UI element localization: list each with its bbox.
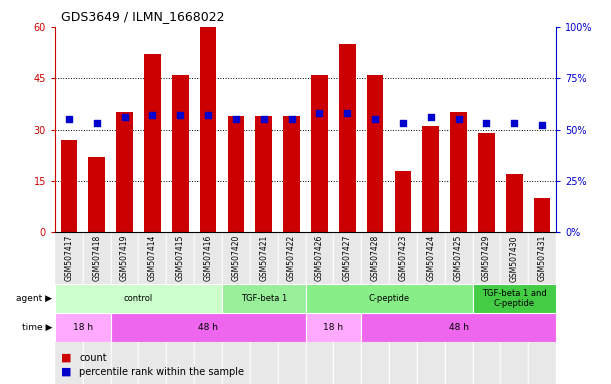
Point	[510, 120, 519, 126]
Text: 48 h: 48 h	[448, 323, 469, 332]
Point	[175, 112, 185, 118]
Bar	[227, 116, 244, 232]
Bar	[222, 284, 306, 313]
Bar	[361, 313, 556, 342]
Text: C-peptide: C-peptide	[368, 294, 409, 303]
Text: GDS3649 / ILMN_1668022: GDS3649 / ILMN_1668022	[61, 10, 225, 23]
Point	[259, 116, 269, 122]
Bar	[166, 232, 194, 384]
Bar	[172, 75, 189, 232]
Point	[342, 110, 352, 116]
Bar	[445, 232, 472, 384]
Bar	[472, 284, 556, 313]
Text: 48 h: 48 h	[198, 323, 218, 332]
Bar	[83, 232, 111, 384]
Bar	[194, 232, 222, 384]
Text: time ▶: time ▶	[21, 323, 52, 332]
Bar	[55, 284, 222, 313]
Point	[481, 120, 491, 126]
Point	[426, 114, 436, 120]
Point	[315, 110, 324, 116]
Bar	[472, 232, 500, 384]
Point	[203, 112, 213, 118]
Bar	[306, 284, 472, 313]
Bar	[506, 174, 522, 232]
Bar	[144, 54, 161, 232]
Point	[64, 116, 74, 122]
Text: percentile rank within the sample: percentile rank within the sample	[79, 366, 244, 377]
Bar	[534, 198, 551, 232]
Text: ■: ■	[61, 353, 71, 363]
Text: TGF-beta 1 and
C-peptide: TGF-beta 1 and C-peptide	[482, 289, 547, 308]
Point	[398, 120, 408, 126]
Bar	[361, 232, 389, 384]
Bar	[367, 75, 384, 232]
Bar	[55, 313, 111, 342]
Bar	[395, 170, 411, 232]
Bar	[111, 232, 139, 384]
Bar	[116, 113, 133, 232]
Bar	[422, 126, 439, 232]
Bar	[306, 313, 361, 342]
Text: 18 h: 18 h	[323, 323, 343, 332]
Bar	[60, 140, 77, 232]
Point	[231, 116, 241, 122]
Point	[454, 116, 464, 122]
Bar	[277, 232, 306, 384]
Text: 18 h: 18 h	[73, 323, 93, 332]
Text: agent ▶: agent ▶	[16, 294, 52, 303]
Text: control: control	[124, 294, 153, 303]
Text: ■: ■	[61, 366, 71, 377]
Bar	[139, 232, 166, 384]
Point	[92, 120, 101, 126]
Bar	[111, 313, 306, 342]
Bar	[339, 44, 356, 232]
Bar	[311, 75, 327, 232]
Bar	[334, 232, 361, 384]
Point	[147, 112, 157, 118]
Point	[287, 116, 296, 122]
Bar	[89, 157, 105, 232]
Bar	[200, 27, 216, 232]
Bar	[389, 232, 417, 384]
Text: TGF-beta 1: TGF-beta 1	[241, 294, 287, 303]
Bar	[222, 232, 250, 384]
Bar	[306, 232, 334, 384]
Bar	[255, 116, 272, 232]
Bar	[500, 232, 528, 384]
Bar	[417, 232, 445, 384]
Point	[370, 116, 380, 122]
Bar	[478, 133, 495, 232]
Bar	[250, 232, 277, 384]
Bar	[55, 232, 83, 384]
Bar	[450, 113, 467, 232]
Point	[120, 114, 130, 120]
Bar	[528, 232, 556, 384]
Bar	[284, 116, 300, 232]
Point	[537, 122, 547, 129]
Text: count: count	[79, 353, 107, 363]
